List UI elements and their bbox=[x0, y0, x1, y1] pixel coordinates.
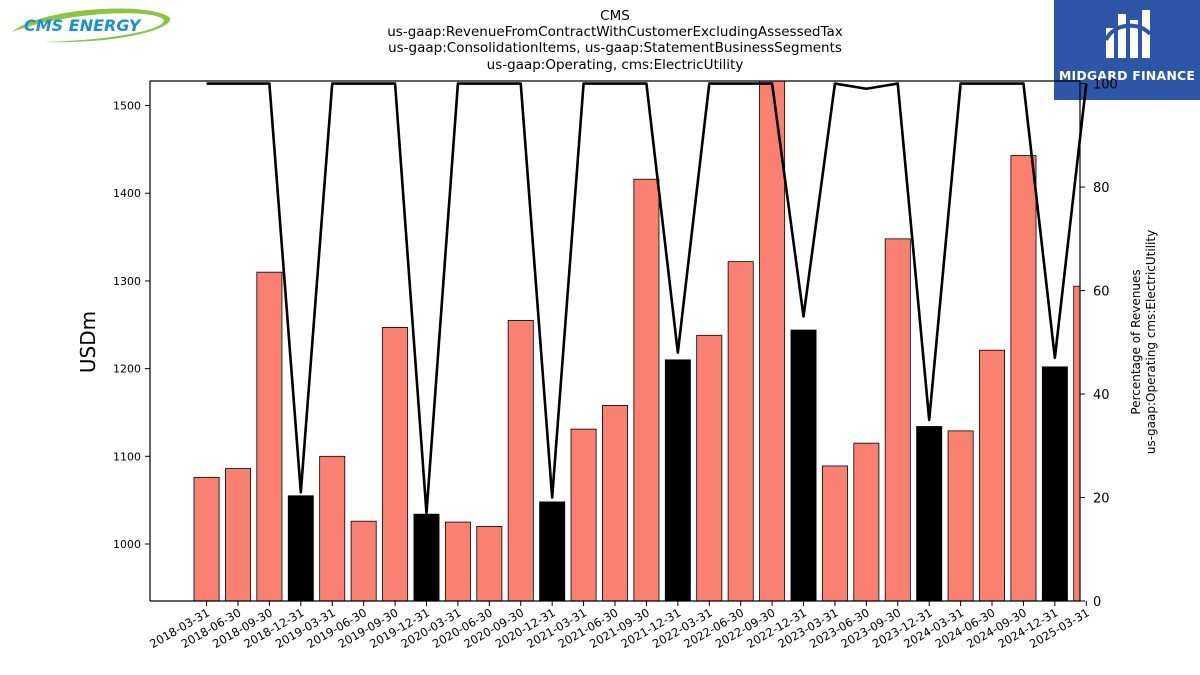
y2-tick-label: 40 bbox=[1093, 388, 1110, 403]
bar-2020-12-31 bbox=[539, 501, 566, 601]
y-axis-label: USDm bbox=[76, 311, 100, 373]
bar-2021-03-31 bbox=[570, 428, 597, 601]
chart-subtitle-line-3: us-gaap:Operating, cms:ElectricUtility bbox=[487, 57, 744, 73]
bar-2018-09-30 bbox=[256, 271, 283, 601]
bar-series bbox=[193, 81, 1080, 601]
bar-2018-12-31 bbox=[287, 495, 314, 601]
y2-axis-label-line-2: us-gaap:Operating cms:ElectricUtility bbox=[1144, 230, 1158, 454]
bar-2019-03-31 bbox=[319, 455, 346, 601]
bar-2021-12-31 bbox=[664, 359, 691, 601]
y-tick-label: 1300 bbox=[113, 275, 141, 288]
y2-tick-label: 60 bbox=[1093, 285, 1110, 300]
y-tick-label: 1100 bbox=[113, 450, 141, 463]
y2-tick-label: 20 bbox=[1093, 492, 1110, 507]
logo-right-text: MIDGARD FINANCE bbox=[1058, 68, 1196, 83]
bar-2019-09-30 bbox=[382, 327, 409, 601]
bar-2022-06-30 bbox=[727, 261, 754, 601]
bar-2021-09-30 bbox=[633, 178, 660, 601]
logo-swoosh bbox=[12, 8, 171, 43]
y2-tick-label: 80 bbox=[1093, 181, 1110, 196]
bar-2023-06-30 bbox=[853, 442, 880, 601]
bar-2019-06-30 bbox=[350, 520, 377, 601]
logo-left-text: CMS ENERGY bbox=[24, 16, 142, 35]
cms-energy-logo: CMS ENERGY bbox=[4, 2, 174, 46]
bar-2020-03-31 bbox=[444, 521, 471, 601]
bar-2024-03-31 bbox=[947, 430, 974, 601]
bar-2023-09-30 bbox=[884, 238, 911, 601]
bar-2025-03-31 bbox=[1073, 285, 1080, 601]
bar-2024-12-31 bbox=[1041, 366, 1068, 601]
line-series bbox=[206, 82, 1088, 515]
y-tick-label: 1000 bbox=[113, 538, 141, 551]
bar-2022-09-30 bbox=[759, 81, 786, 601]
chart-subtitle-line-1: us-gaap:RevenueFromContractWithCustomerE… bbox=[387, 24, 843, 40]
y-tick-label: 1400 bbox=[113, 187, 141, 200]
bar-2024-06-30 bbox=[979, 349, 1006, 601]
percentage-line bbox=[206, 82, 1088, 515]
y2-axis-label-line-1: Percentage of Revenues bbox=[1129, 269, 1143, 414]
y2-tick-label: 0 bbox=[1093, 595, 1101, 610]
bar-2018-06-30 bbox=[225, 468, 251, 601]
y-tick-label: 1500 bbox=[113, 100, 141, 113]
bar-2022-03-31 bbox=[696, 334, 723, 601]
bar-2022-12-31 bbox=[790, 329, 817, 601]
bar-2019-12-31 bbox=[413, 513, 440, 601]
midgard-mark-icon bbox=[1104, 10, 1152, 58]
y-tick-label: 1200 bbox=[113, 363, 141, 376]
midgard-finance-logo: MIDGARD FINANCE bbox=[1054, 0, 1200, 100]
chart-title: CMS bbox=[600, 8, 630, 24]
bar-2020-09-30 bbox=[507, 319, 534, 601]
bar-2018-03-31 bbox=[193, 476, 220, 601]
y2-tick-label: 100 bbox=[1093, 78, 1118, 93]
bar-2024-09-30 bbox=[1010, 155, 1037, 601]
bar-2023-03-31 bbox=[821, 465, 848, 601]
bar-2023-12-31 bbox=[916, 426, 943, 601]
bar-2021-06-30 bbox=[602, 405, 628, 601]
chart-subtitle-line-2: us-gaap:ConsolidationItems, us-gaap:Stat… bbox=[388, 40, 842, 56]
bar-2020-06-30 bbox=[476, 526, 503, 601]
